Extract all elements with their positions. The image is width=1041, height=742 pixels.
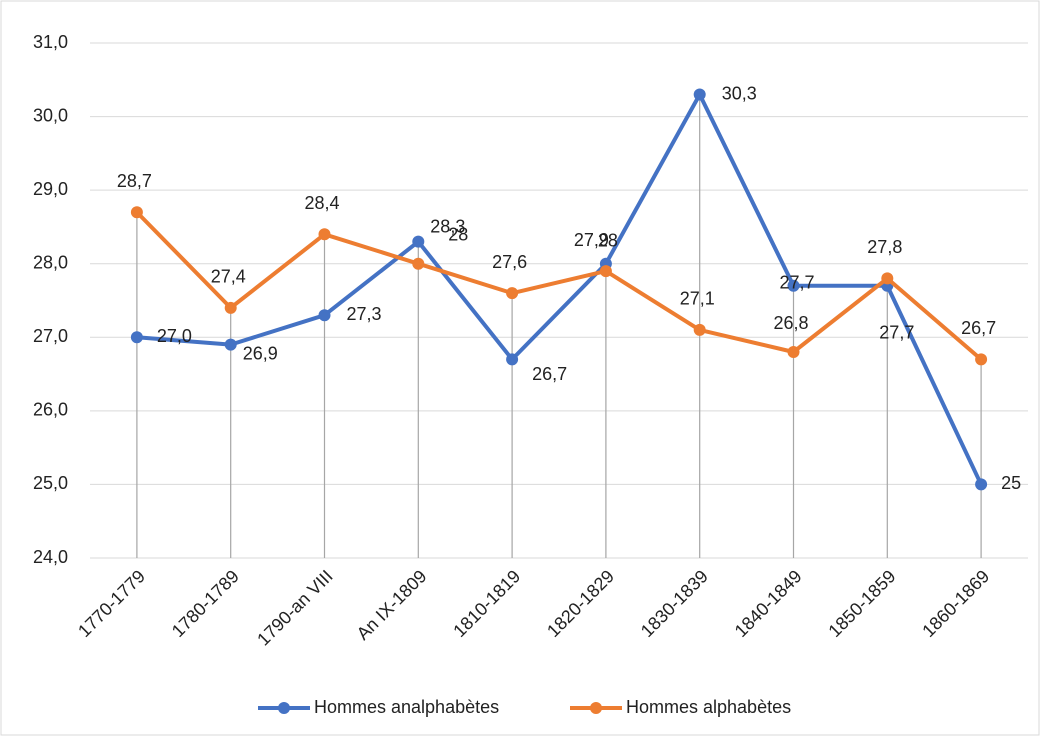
point xyxy=(693,323,706,336)
point xyxy=(599,265,612,278)
data-label: 28 xyxy=(598,230,618,250)
y-tick-label: 28,0 xyxy=(33,252,68,272)
point xyxy=(506,287,519,300)
data-label: 25 xyxy=(1001,473,1021,493)
legend-marker xyxy=(590,702,602,714)
legend-marker xyxy=(278,702,290,714)
point xyxy=(975,478,988,491)
data-label: 26,8 xyxy=(774,313,809,333)
point xyxy=(787,346,800,358)
legend-label: Hommes alphabètes xyxy=(626,697,791,717)
series-line xyxy=(136,92,983,486)
data-label: 28 xyxy=(448,224,468,244)
data-label: 28,3 xyxy=(430,216,465,236)
y-tick-label: 31,0 xyxy=(33,32,68,52)
data-label: 27,9 xyxy=(574,230,609,250)
data-label: 27,7 xyxy=(879,323,914,343)
y-tick-label: 27,0 xyxy=(33,326,68,346)
data-label: 28,4 xyxy=(305,193,340,213)
y-tick-label: 29,0 xyxy=(33,179,68,199)
y-tick-label: 26,0 xyxy=(33,400,68,420)
point xyxy=(224,338,237,351)
point xyxy=(412,235,425,248)
data-label: 30,3 xyxy=(722,83,757,103)
point xyxy=(130,331,143,344)
point xyxy=(693,88,706,101)
data-label: 27,8 xyxy=(867,237,902,257)
y-tick-label: 30,0 xyxy=(33,105,68,125)
data-label: 27,4 xyxy=(211,267,246,287)
point xyxy=(318,228,331,241)
data-label: 27,7 xyxy=(780,273,815,293)
point xyxy=(412,257,425,270)
legend-label: Hommes analphabètes xyxy=(314,697,499,717)
data-label: 27,0 xyxy=(157,326,192,346)
y-tick-label: 25,0 xyxy=(33,473,68,493)
data-label: 27,1 xyxy=(680,289,715,309)
point xyxy=(787,279,800,292)
data-label: 27,6 xyxy=(492,252,527,272)
point xyxy=(506,353,519,366)
data-label: 27,3 xyxy=(347,304,382,324)
point xyxy=(224,301,237,314)
point xyxy=(130,206,143,219)
point xyxy=(318,309,331,322)
data-label: 26,9 xyxy=(243,343,278,363)
data-label: 26,7 xyxy=(532,364,567,384)
data-label: 28,7 xyxy=(117,171,152,191)
data-label: 26,7 xyxy=(961,318,996,338)
y-tick-label: 24,0 xyxy=(33,547,68,567)
point xyxy=(975,353,988,366)
series-line xyxy=(135,210,983,361)
point xyxy=(881,272,894,285)
